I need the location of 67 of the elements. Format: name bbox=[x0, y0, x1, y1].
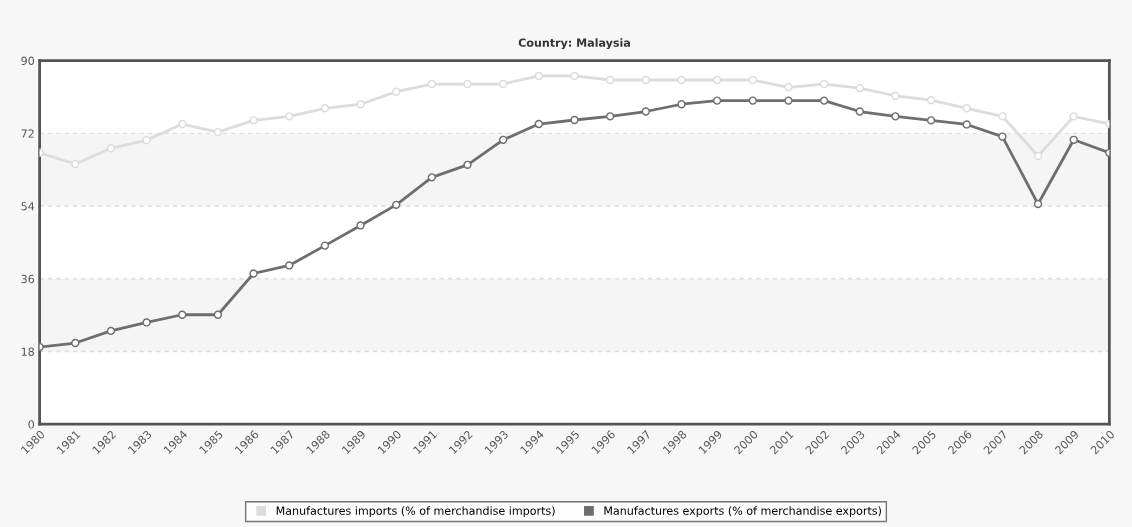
point bbox=[819, 79, 829, 89]
point bbox=[712, 75, 722, 85]
y-tick-label: 72 bbox=[21, 129, 34, 138]
chart-title: Country: Malaysia bbox=[518, 38, 630, 50]
point bbox=[534, 71, 543, 81]
point bbox=[748, 96, 757, 105]
point bbox=[891, 112, 900, 121]
point bbox=[285, 112, 294, 121]
point bbox=[213, 310, 223, 319]
point bbox=[748, 75, 757, 85]
point bbox=[106, 326, 116, 336]
point bbox=[249, 116, 258, 125]
point bbox=[926, 116, 936, 125]
point bbox=[712, 96, 722, 105]
point bbox=[605, 75, 615, 85]
point bbox=[962, 120, 971, 129]
point bbox=[356, 221, 365, 230]
point bbox=[1069, 135, 1078, 144]
y-tick-label: 0 bbox=[28, 420, 35, 429]
y-tick-label: 90 bbox=[21, 56, 35, 65]
point bbox=[142, 136, 151, 145]
legend-label: Manufactures imports (% of merchandise imports) bbox=[276, 506, 555, 517]
point bbox=[1033, 199, 1043, 209]
point bbox=[534, 119, 543, 129]
point bbox=[71, 159, 80, 169]
point bbox=[570, 71, 579, 81]
y-tick-label: 54 bbox=[21, 202, 35, 211]
y-tick-label: 18 bbox=[21, 347, 34, 356]
point bbox=[106, 144, 116, 153]
point bbox=[605, 112, 615, 121]
point bbox=[71, 338, 80, 348]
point bbox=[249, 269, 258, 278]
point bbox=[142, 318, 151, 327]
point bbox=[641, 107, 650, 116]
point bbox=[178, 119, 187, 129]
point bbox=[392, 87, 401, 96]
point bbox=[356, 100, 365, 109]
legend-label: Manufactures exports (% of merchandise exports) bbox=[604, 506, 881, 517]
point bbox=[998, 132, 1007, 141]
point bbox=[213, 127, 223, 137]
point bbox=[1069, 112, 1078, 121]
point bbox=[784, 83, 793, 92]
point bbox=[392, 200, 401, 210]
point bbox=[855, 107, 864, 116]
point bbox=[427, 79, 437, 89]
point bbox=[570, 115, 579, 125]
point bbox=[499, 135, 508, 144]
point bbox=[891, 91, 900, 100]
point bbox=[320, 241, 330, 250]
point bbox=[463, 160, 472, 170]
point bbox=[962, 104, 971, 113]
point bbox=[427, 173, 437, 182]
point bbox=[320, 104, 330, 113]
point bbox=[819, 96, 829, 105]
point bbox=[784, 96, 793, 105]
point bbox=[285, 261, 294, 270]
point bbox=[926, 96, 936, 105]
point bbox=[178, 310, 187, 319]
point bbox=[499, 79, 508, 89]
point bbox=[855, 83, 864, 93]
point bbox=[677, 75, 686, 85]
point bbox=[641, 75, 650, 85]
point bbox=[998, 112, 1007, 121]
point bbox=[463, 79, 472, 89]
y-tick-label: 36 bbox=[21, 274, 35, 284]
point bbox=[1033, 151, 1043, 161]
point bbox=[677, 100, 686, 109]
